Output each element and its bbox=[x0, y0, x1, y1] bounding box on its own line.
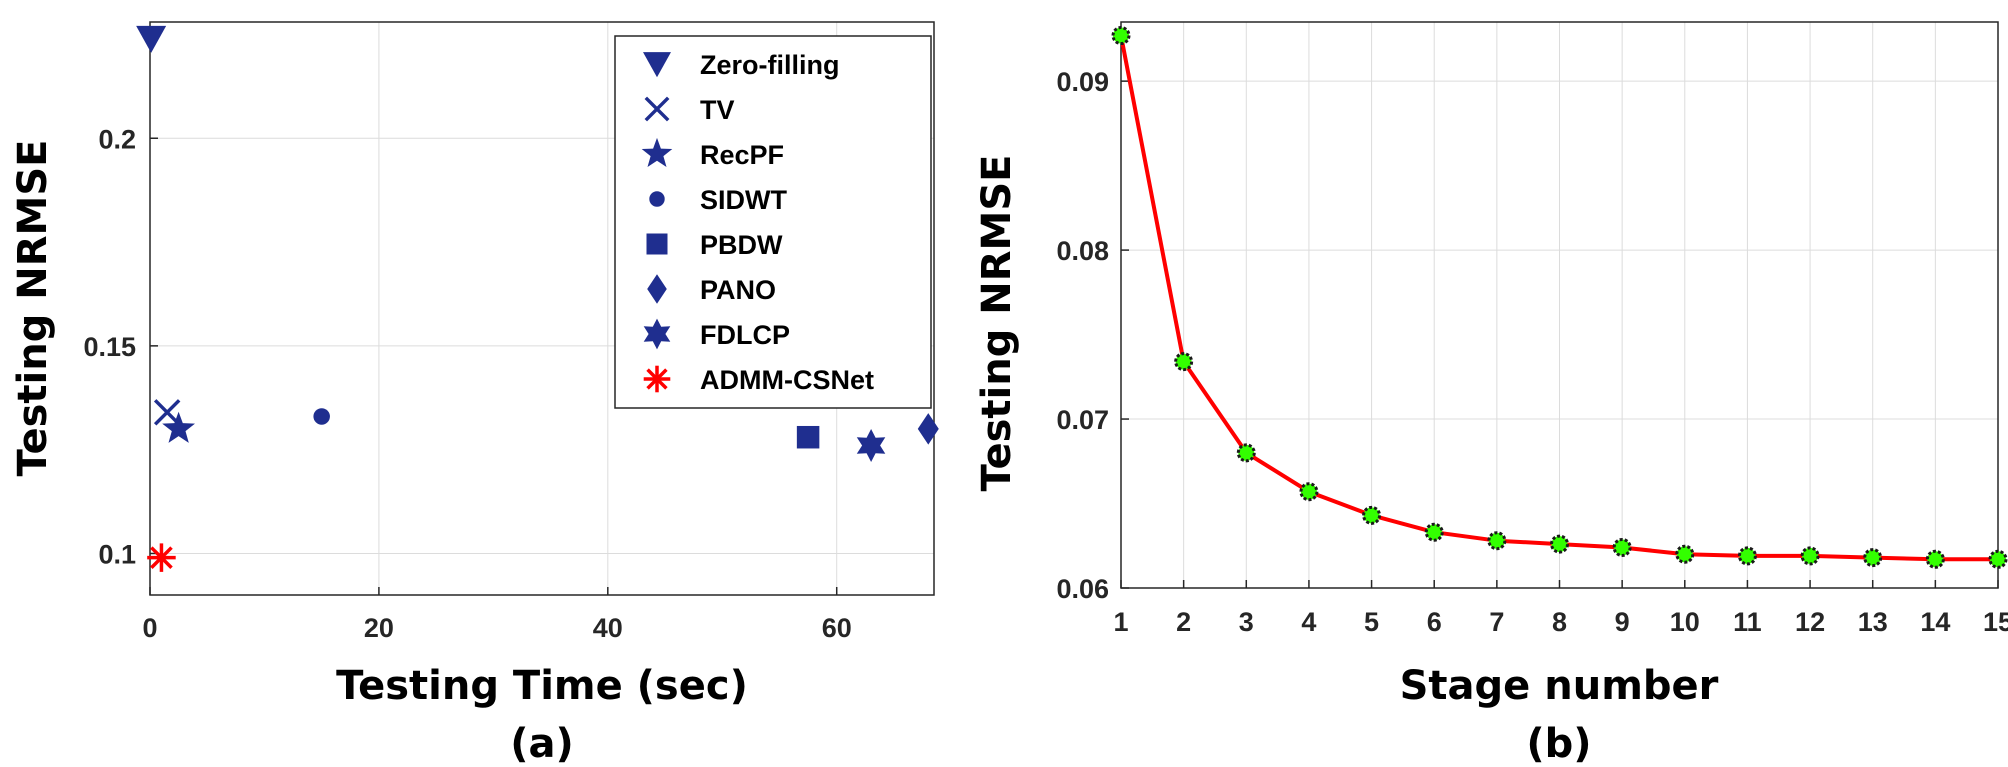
legend-marker-zero-filling bbox=[643, 52, 671, 78]
panel-a-y-axis-label: Testing NRMSE bbox=[10, 140, 56, 477]
data-point bbox=[1737, 546, 1757, 566]
b-xtick-label: 6 bbox=[1427, 607, 1442, 637]
legend-marker-tv bbox=[644, 96, 670, 122]
b-xtick-label: 10 bbox=[1670, 607, 1700, 637]
b-xtick-label: 15 bbox=[1983, 607, 2008, 637]
legend-label: RecPF bbox=[700, 140, 784, 170]
panel-a: 0 20 40 60 0.1 0.15 0.2 Zero-filling TV RecPF SI… bbox=[10, 21, 939, 767]
panel-a-x-ticks: 0 20 40 60 bbox=[142, 587, 852, 643]
b-xtick-label: 11 bbox=[1733, 607, 1762, 637]
panel-b-y-axis-label: Testing NRMSE bbox=[974, 155, 1020, 492]
panel-b-grid bbox=[1121, 22, 1998, 589]
legend-label: PBDW bbox=[700, 230, 783, 260]
panel-b: 1 2 3 4 5 6 7 8 9 10 11 12 13 14 15 0.060.070.080.09 S… bbox=[974, 21, 2008, 767]
panel-a-legend: Zero-filling TV RecPF SIDWT PBDW PANO FDLCP ADM… bbox=[614, 35, 932, 409]
legend-marker-pbdw bbox=[646, 233, 668, 255]
legend-label: SIDWT bbox=[700, 185, 787, 215]
a-ytick-label: 0.15 bbox=[83, 332, 136, 362]
panel-b-data-points bbox=[1111, 26, 2008, 569]
b-xtick-label: 4 bbox=[1301, 607, 1316, 637]
b-ytick-label: 0.06 bbox=[1056, 574, 1109, 604]
b-xtick-label: 8 bbox=[1552, 607, 1567, 637]
data-point bbox=[1174, 352, 1194, 372]
data-point bbox=[1236, 443, 1256, 463]
b-ytick-label: 0.08 bbox=[1056, 236, 1109, 266]
legend-label: FDLCP bbox=[700, 320, 790, 350]
legend-marker-admm-csnet bbox=[643, 365, 671, 393]
b-xtick-label: 1 bbox=[1113, 607, 1128, 637]
point-admm-csnet bbox=[147, 543, 176, 572]
a-xtick-label: 60 bbox=[822, 613, 852, 643]
b-xtick-label: 9 bbox=[1615, 607, 1630, 637]
b-xtick-label: 14 bbox=[1920, 607, 1950, 637]
point-pbdw bbox=[796, 425, 820, 449]
legend-label: ADMM-CSNet bbox=[700, 365, 874, 395]
b-xtick-label: 2 bbox=[1176, 607, 1191, 637]
data-point bbox=[1111, 26, 1131, 46]
b-ytick-label: 0.07 bbox=[1056, 405, 1109, 435]
b-xtick-label: 5 bbox=[1364, 607, 1379, 637]
panel-a-y-ticks: 0.1 0.15 0.2 bbox=[83, 124, 158, 569]
panel-b-label: (b) bbox=[1526, 721, 1591, 767]
point-pano bbox=[917, 413, 939, 445]
data-point bbox=[1362, 505, 1382, 525]
data-point bbox=[1299, 482, 1319, 502]
data-point bbox=[1675, 544, 1695, 564]
legend-label: TV bbox=[700, 95, 735, 125]
b-xtick-label: 12 bbox=[1795, 607, 1825, 637]
panel-a-data-points bbox=[136, 25, 939, 572]
legend-marker-pano bbox=[647, 274, 667, 304]
panel-b-x-axis-label: Stage number bbox=[1400, 663, 1719, 709]
legend-box bbox=[614, 35, 932, 409]
point-zero-filling bbox=[136, 25, 167, 53]
data-point bbox=[1424, 522, 1444, 542]
a-xtick-label: 0 bbox=[142, 613, 157, 643]
data-point bbox=[1800, 546, 1820, 566]
legend-label: PANO bbox=[700, 275, 776, 305]
point-fdlcp bbox=[856, 429, 886, 462]
b-ytick-label: 0.09 bbox=[1056, 67, 1109, 97]
a-ytick-label: 0.1 bbox=[98, 539, 136, 569]
point-tv bbox=[153, 399, 181, 426]
data-point bbox=[1550, 534, 1569, 554]
data-point bbox=[1863, 548, 1883, 568]
panel-a-axes bbox=[149, 21, 935, 596]
b-xtick-label: 3 bbox=[1239, 607, 1254, 637]
data-point bbox=[1988, 549, 2008, 569]
point-sidwt bbox=[313, 408, 330, 425]
a-xtick-label: 20 bbox=[364, 613, 394, 643]
a-ytick-label: 0.2 bbox=[98, 124, 136, 154]
point-recpf bbox=[162, 411, 195, 443]
data-point bbox=[1487, 531, 1507, 551]
legend-marker-sidwt bbox=[649, 191, 665, 207]
data-point bbox=[1925, 549, 1945, 569]
data-point bbox=[1612, 537, 1632, 557]
b-xtick-label: 13 bbox=[1858, 607, 1888, 637]
panel-a-x-axis-label: Testing Time (sec) bbox=[336, 663, 748, 709]
legend-label: Zero-filling bbox=[700, 50, 839, 80]
b-xtick-label: 7 bbox=[1489, 607, 1504, 637]
legend-marker-recpf bbox=[641, 137, 673, 167]
panel-a-label: (a) bbox=[510, 721, 574, 767]
legend-marker-fdlcp bbox=[643, 318, 671, 350]
panel-b-x-ticks: 1 2 3 4 5 6 7 8 9 10 11 12 13 14 15 bbox=[1113, 580, 2008, 637]
panel-b-y-ticks: 0.06 0.07 0.08 0.09 bbox=[1056, 67, 1129, 604]
a-xtick-label: 40 bbox=[593, 613, 623, 643]
